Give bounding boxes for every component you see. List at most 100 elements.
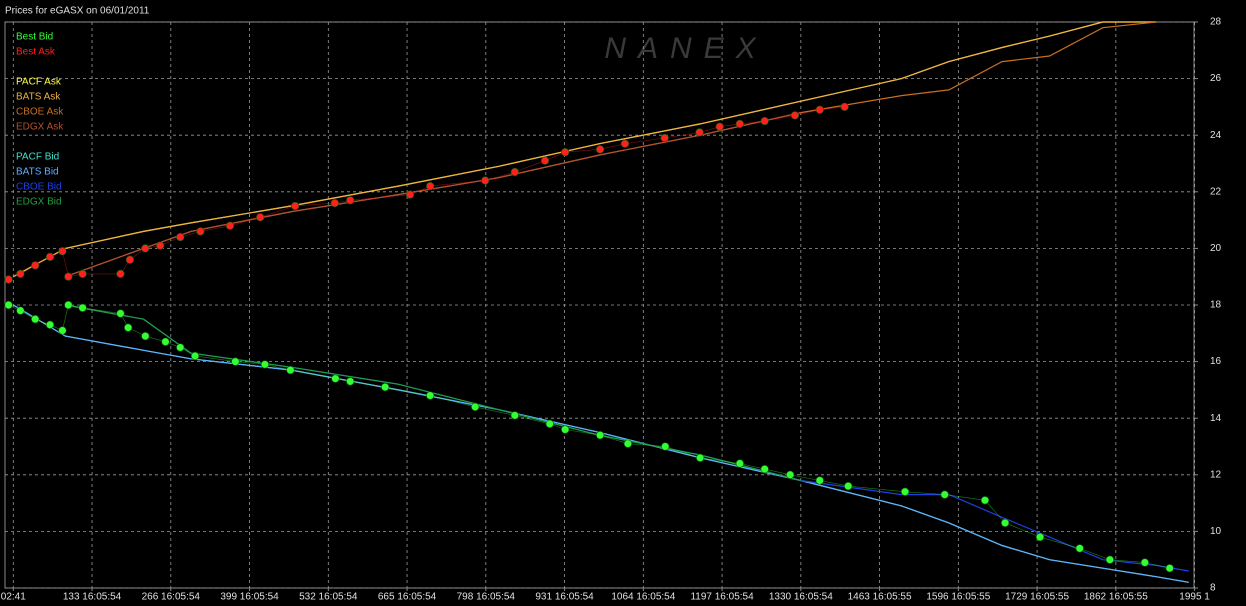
- data-point: [595, 145, 605, 154]
- legend-entry: EDGX Bid: [16, 197, 62, 208]
- legend-entry: Best Ask: [16, 47, 56, 58]
- data-point: [623, 439, 633, 448]
- data-point: [790, 111, 800, 120]
- data-point: [815, 105, 824, 114]
- data-point: [1140, 558, 1149, 567]
- data-point: [1035, 532, 1045, 542]
- data-point: [595, 431, 605, 440]
- data-point: [225, 221, 235, 230]
- data-point: [4, 300, 13, 310]
- x-tick-label: 1995 1: [1179, 592, 1210, 603]
- data-point: [31, 261, 40, 270]
- legend: Best Bid Best Ask PACF Ask BATS Ask CBOE Ask…: [16, 32, 64, 208]
- data-point: [346, 377, 355, 386]
- data-point: [156, 241, 165, 250]
- data-point: [346, 196, 355, 205]
- y-tick-label: 22: [1210, 186, 1222, 197]
- data-point: [260, 360, 270, 369]
- data-point: [405, 190, 415, 199]
- data-point: [64, 300, 73, 310]
- data-point: [735, 119, 744, 128]
- data-point: [660, 133, 669, 143]
- data-point: [116, 309, 125, 318]
- legend-entry: CBOE Bid: [16, 182, 62, 193]
- data-point: [561, 425, 570, 434]
- y-tick-label: 12: [1210, 469, 1222, 480]
- data-point: [161, 337, 170, 346]
- data-point: [1001, 518, 1010, 528]
- data-point: [545, 419, 554, 428]
- data-point: [760, 465, 769, 474]
- data-point: [4, 275, 13, 284]
- data-point: [45, 320, 55, 329]
- x-tick-label: 02:41: [1, 592, 26, 603]
- series-line: [8, 106, 845, 280]
- data-point: [561, 148, 570, 157]
- data-point: [540, 156, 550, 165]
- y-tick-label: 10: [1210, 526, 1222, 537]
- legend-entry: PACF Bid: [16, 152, 59, 163]
- data-point: [980, 496, 990, 505]
- data-point: [286, 365, 295, 375]
- data-point: [176, 343, 185, 352]
- data-point: [381, 382, 390, 392]
- x-tick-label: 399 16:05:54: [220, 592, 279, 603]
- data-point: [426, 182, 435, 191]
- x-tick-label: 1064 16:05:54: [611, 592, 675, 603]
- legend-entry: Best Bid: [16, 32, 53, 43]
- data-point: [190, 351, 200, 361]
- legend-entry: BATS Bid: [16, 167, 59, 178]
- x-tick-label: 1197 16:05:54: [690, 592, 754, 603]
- data-point: [331, 374, 340, 383]
- legend-entry: BATS Ask: [16, 92, 61, 103]
- data-point: [760, 116, 769, 126]
- data-point: [196, 227, 205, 236]
- x-tick-label: 1862 16:05:55: [1084, 592, 1148, 603]
- y-tick-label: 24: [1210, 130, 1222, 141]
- y-tick-label: 28: [1210, 17, 1222, 28]
- data-point: [735, 459, 744, 468]
- data-point: [176, 232, 185, 242]
- data-point: [116, 269, 125, 278]
- data-point: [426, 391, 435, 400]
- data-point: [1165, 564, 1174, 573]
- data-point: [231, 357, 240, 366]
- data-point: [510, 167, 519, 177]
- data-point: [661, 442, 670, 451]
- data-point: [16, 306, 25, 315]
- data-point: [58, 247, 67, 256]
- data-point: [45, 252, 55, 261]
- data-point: [78, 269, 87, 278]
- data-point: [291, 201, 300, 211]
- x-tick-label: 133 16:05:54: [63, 592, 122, 603]
- data-point: [510, 411, 519, 420]
- y-tick-label: 18: [1210, 300, 1222, 311]
- data-point: [481, 176, 490, 185]
- data-point: [940, 490, 949, 499]
- data-point: [141, 244, 150, 253]
- data-point: [1105, 555, 1115, 564]
- data-point: [844, 482, 853, 491]
- x-tick-label: 665 16:05:54: [378, 592, 437, 603]
- x-tick-label: 1330 16:05:54: [769, 592, 833, 603]
- legend-entry: PACF Ask: [16, 77, 62, 88]
- data-point: [696, 453, 705, 462]
- chart-title: Prices for eGASX on 06/01/2011: [5, 6, 150, 17]
- data-point: [620, 139, 630, 148]
- data-point: [31, 315, 40, 324]
- data-point: [256, 213, 265, 222]
- data-point: [1075, 544, 1084, 553]
- data-point: [124, 323, 133, 332]
- data-point: [471, 402, 480, 411]
- series-line: [13, 21, 1157, 278]
- data-point: [64, 272, 73, 281]
- y-tick-label: 16: [1210, 356, 1222, 367]
- x-tick-label: 1729 16:05:55: [1005, 592, 1069, 603]
- data-point: [16, 269, 25, 278]
- data-point: [815, 476, 824, 485]
- x-tick-label: 1596 16:05:55: [926, 592, 990, 603]
- y-tick-label: 26: [1210, 73, 1222, 84]
- x-tick-label: 266 16:05:54: [142, 592, 201, 603]
- data-point: [58, 326, 67, 335]
